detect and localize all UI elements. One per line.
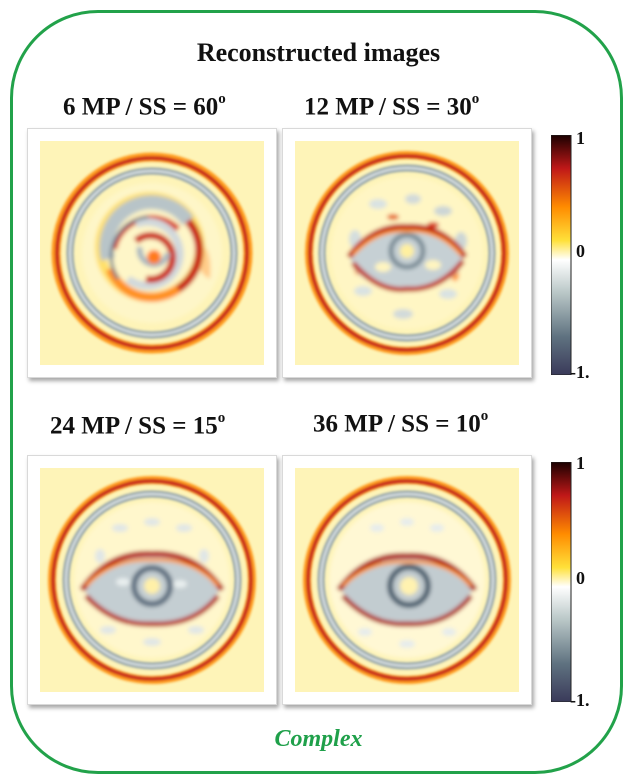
colorbar-bottom xyxy=(550,461,591,703)
figure-title: Reconstructed images xyxy=(196,38,441,67)
panel-title-24mp: 24 MP / SS = 15o xyxy=(50,410,226,440)
image-panel-6mp xyxy=(27,128,277,378)
panel-title-36mp: 36 MP / SS = 10o xyxy=(313,408,489,438)
image-panel-36mp xyxy=(282,455,532,705)
colorbar-bottom-max-label: 1 xyxy=(576,453,585,473)
colorbar-bottom-mid-label: 0 xyxy=(576,568,585,588)
reconstruction-image-6mp xyxy=(40,141,264,365)
colorbar-top-mid-label: 0 xyxy=(576,241,585,261)
colorbar-gradient-bottom xyxy=(550,461,572,703)
panel-title-6mp: 6 MP / SS = 60o xyxy=(63,91,226,121)
colorbar-top xyxy=(550,134,591,376)
image-panel-12mp xyxy=(282,128,532,378)
figure-caption: Complex xyxy=(274,726,363,752)
reconstruction-image-36mp xyxy=(295,468,519,692)
reconstruction-image-24mp xyxy=(40,468,264,692)
panel-title-12mp: 12 MP / SS = 30o xyxy=(304,91,480,121)
colorbar-bottom-min-label: -1. xyxy=(570,690,590,710)
reconstruction-image-12mp xyxy=(295,141,519,365)
image-panel-24mp xyxy=(27,455,277,705)
outer-frame xyxy=(10,10,623,774)
colorbar-top-max-label: 1 xyxy=(576,128,585,148)
colorbar-top-min-label: -1. xyxy=(570,362,590,382)
colorbar-gradient-top xyxy=(550,134,572,376)
